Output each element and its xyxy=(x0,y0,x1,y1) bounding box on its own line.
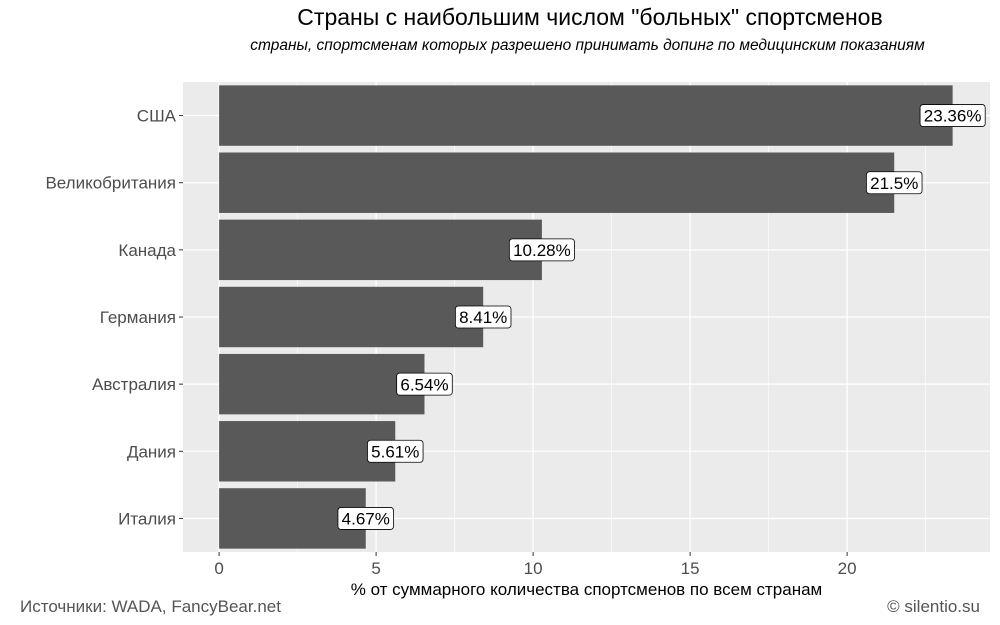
x-tick-label: 15 xyxy=(681,559,700,578)
x-tick-label: 10 xyxy=(524,559,543,578)
data-label: 21.5% xyxy=(870,174,918,193)
bar xyxy=(219,85,953,146)
y-tick-label: Австралия xyxy=(92,375,176,394)
data-label: 10.28% xyxy=(513,241,571,260)
data-label-box xyxy=(367,439,424,463)
y-tick-label: Италия xyxy=(118,509,176,528)
data-label-box xyxy=(866,171,923,195)
data-label: 6.54% xyxy=(400,375,448,394)
data-label: 4.67% xyxy=(342,510,390,529)
x-tick-label: 0 xyxy=(214,559,223,578)
bar xyxy=(219,286,484,348)
chart-subtitle: страны, спортсменам которых разрешено пр… xyxy=(250,37,925,54)
y-tick-label: Великобритания xyxy=(45,174,176,193)
bar xyxy=(219,152,895,213)
data-label: 5.61% xyxy=(371,442,419,461)
data-label: 23.36% xyxy=(924,107,982,126)
y-tick-label: Канада xyxy=(118,241,176,260)
data-label: 8.41% xyxy=(459,308,507,327)
chart-title: Страны с наибольшим числом "больных" спо… xyxy=(297,4,883,30)
x-tick-label: 20 xyxy=(838,559,857,578)
bar xyxy=(219,353,425,415)
data-label-box xyxy=(454,305,512,329)
y-tick-label: США xyxy=(137,107,177,126)
y-tick-label: Германия xyxy=(100,308,176,327)
data-label-box xyxy=(919,104,986,127)
bar xyxy=(219,219,542,281)
data-label-box xyxy=(337,507,394,530)
source-note: Источники: WADA, FancyBear.net xyxy=(20,597,281,616)
x-tick-label: 5 xyxy=(371,559,380,578)
y-tick-label: Дания xyxy=(127,442,176,461)
data-label-box xyxy=(508,238,575,262)
bar xyxy=(219,421,396,482)
data-label-box xyxy=(396,372,453,396)
x-axis-title: % от суммарного количества спортсменов п… xyxy=(351,580,823,599)
copyright-note: © silentio.su xyxy=(887,597,980,616)
